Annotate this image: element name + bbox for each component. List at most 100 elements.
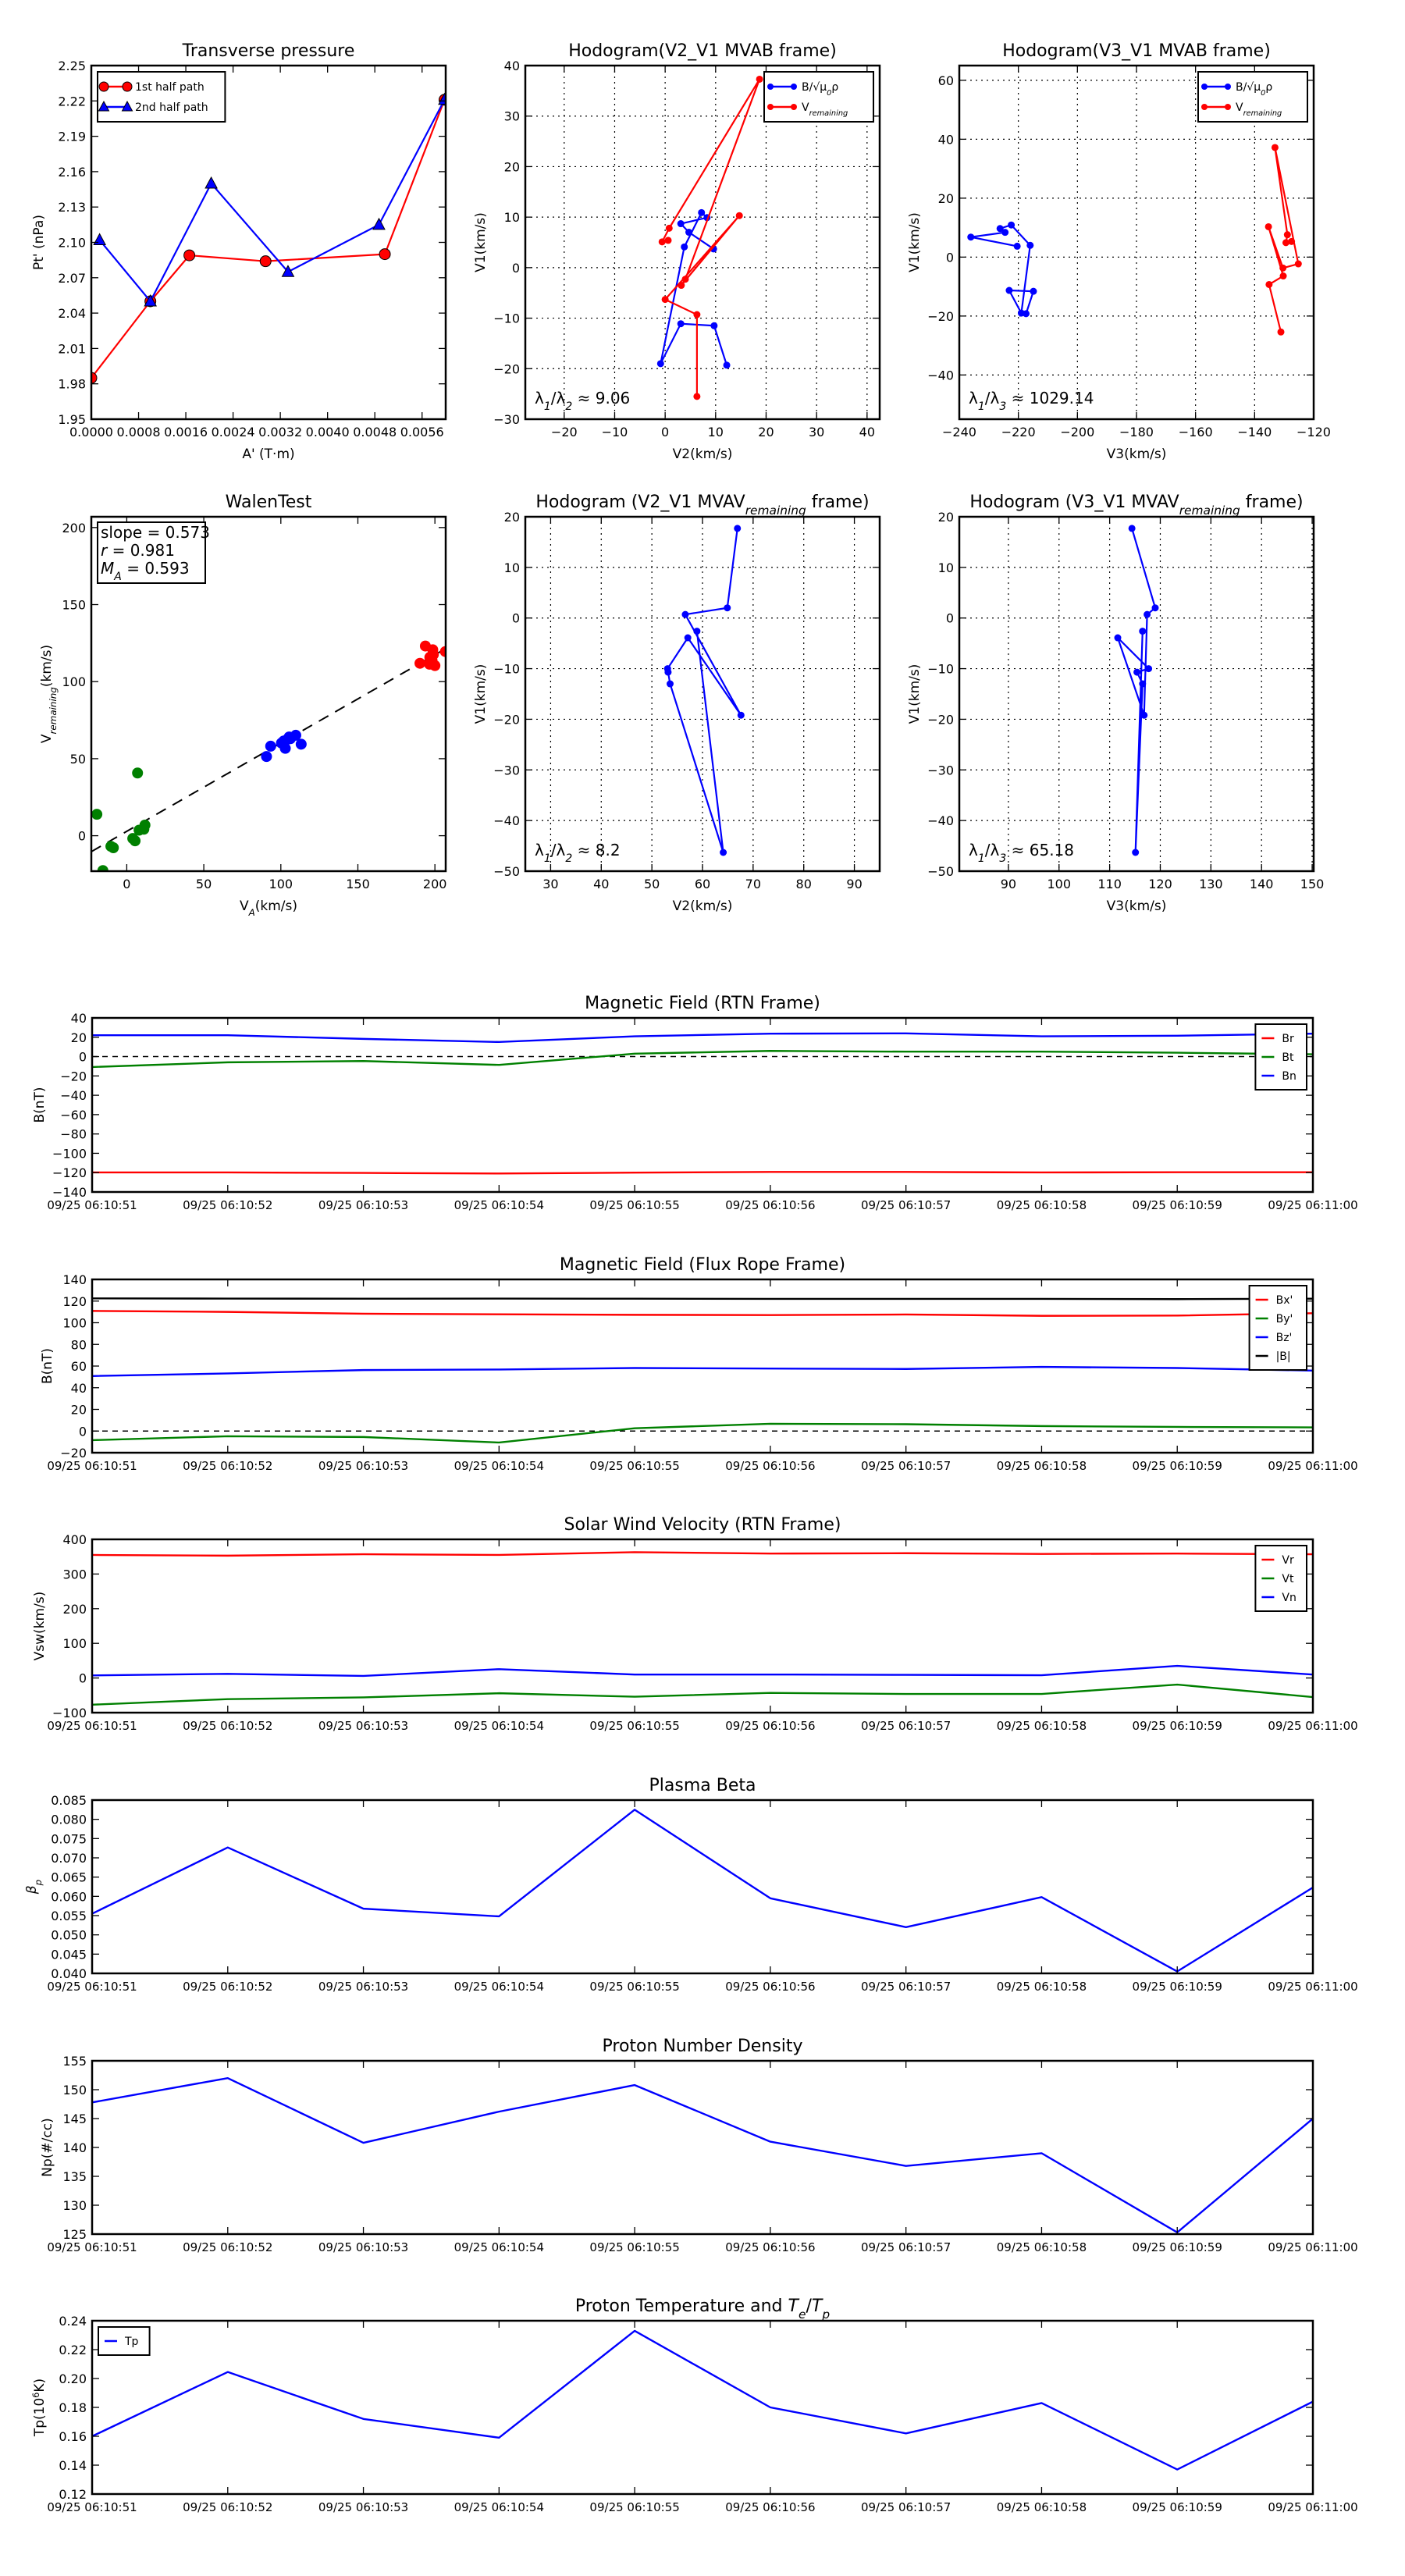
legend-marker <box>1225 104 1231 110</box>
legend-item: |B| <box>1255 1350 1291 1363</box>
y-tick-label: 0.24 <box>59 2314 87 2329</box>
ticks: 30 40 50 60 70 80 90 −50 −40 −30 −20 −10 0 10 20 <box>493 510 880 891</box>
text-part: T <box>812 2297 823 2316</box>
text-part: V1(km/s) <box>907 664 923 724</box>
text-part: ρ <box>1265 81 1272 94</box>
data-point <box>439 646 446 657</box>
legend-label: 1st half path <box>135 81 205 94</box>
data-point <box>379 248 391 261</box>
x-tick-label: 09/25 06:10:57 <box>861 1459 951 1473</box>
x-tick-label: 09/25 06:10:59 <box>1133 1459 1222 1473</box>
text-part: 1 <box>544 852 551 865</box>
text-part: 0 <box>827 89 831 98</box>
text-part: remaining <box>809 109 848 118</box>
x-tick-label: −140 <box>1237 425 1272 439</box>
ticks: 09/25 06:10:51 09/25 06:10:52 09/25 06:10:… <box>47 1011 1357 1212</box>
y-tick-label: 2.07 <box>58 271 86 286</box>
data-point <box>295 738 307 750</box>
x-axis-label: V3(km/s) <box>1107 898 1167 914</box>
text-part: V1(km/s) <box>473 212 489 272</box>
data-point <box>1139 628 1147 635</box>
y-tick-label: −100 <box>52 1146 87 1161</box>
y-tick-label: 0.12 <box>59 2487 87 2502</box>
data-point <box>144 294 158 307</box>
x-tick-label: 90 <box>1001 877 1016 891</box>
x-tick-label: 09/25 06:10:55 <box>589 1459 679 1473</box>
legend-item: Bt <box>1261 1051 1294 1064</box>
x-tick-label: 09/25 06:10:52 <box>183 1198 272 1212</box>
data-point <box>281 265 295 277</box>
data-point <box>677 320 685 328</box>
series-line <box>98 99 446 303</box>
y-tick-label: −50 <box>927 864 954 879</box>
text-part: B(nT) <box>32 1087 48 1123</box>
text-part: 3 <box>999 852 1006 865</box>
legend-label: Bz' <box>1276 1332 1293 1344</box>
data-point <box>97 865 108 871</box>
text-part: Vr <box>1282 1554 1294 1567</box>
axes-frame <box>91 1016 1314 1194</box>
axes-frame <box>958 515 1315 873</box>
legend-label: Vremaining <box>1236 101 1282 118</box>
ticks: 09/25 06:10:51 09/25 06:10:52 09/25 06:10:… <box>47 1272 1357 1473</box>
data-point <box>1023 310 1030 318</box>
x-tick-label: 09/25 06:10:59 <box>1133 2500 1222 2514</box>
x-tick-label: 110 <box>1097 877 1122 891</box>
data-point <box>91 372 98 384</box>
y-tick-label: 40 <box>71 1381 87 1396</box>
series-line <box>92 1365 1313 1377</box>
x-tick-label: 09/25 06:11:00 <box>1268 2500 1357 2514</box>
text-part: 1st half path <box>135 81 205 94</box>
legend-item: B/√μ0ρ <box>1201 81 1272 98</box>
text-part: 2 <box>565 400 572 413</box>
text-part: (km/s) <box>255 898 297 914</box>
y-axis-label: V1(km/s) <box>473 664 489 724</box>
y-tick-label: −40 <box>493 813 520 828</box>
text-part: Vt <box>1282 1573 1294 1585</box>
text-part: 2 <box>565 852 572 865</box>
x-tick-label: 0.0032 <box>258 425 302 439</box>
y-tick-label: 2.19 <box>58 130 86 144</box>
y-tick-label: −30 <box>927 763 954 777</box>
x-tick-label: 09/25 06:10:53 <box>318 2240 408 2254</box>
legend: Br Bt Bn <box>1254 1023 1308 1091</box>
x-tick-label: 10 <box>708 425 724 439</box>
y-tick-label: 0 <box>512 611 520 626</box>
x-tick-label: −180 <box>1119 425 1154 439</box>
y-tick-label: 300 <box>62 1567 87 1582</box>
y-axis-label: βp <box>24 1880 44 1895</box>
text-part: V3(km/s) <box>1107 447 1167 462</box>
text-part: remaining <box>745 503 806 518</box>
series-1st-half-path <box>91 94 446 384</box>
y-tick-label: 0.070 <box>51 1851 87 1866</box>
text-part: V <box>39 734 55 743</box>
legend-box <box>763 71 874 123</box>
legend-label: B/√μ0ρ <box>1236 81 1272 98</box>
y-tick-label: 0.20 <box>59 2371 87 2386</box>
data-point <box>693 628 701 635</box>
data-point <box>665 224 673 232</box>
text-part: Proton Temperature and <box>575 2297 788 2316</box>
chart-plasma-beta: 09/25 06:10:51 09/25 06:10:52 09/25 06:10:… <box>24 1776 1358 1994</box>
x-tick-label: 09/25 06:10:58 <box>997 1198 1087 1212</box>
series-series-0 <box>663 525 745 856</box>
text-part: M <box>101 559 114 578</box>
x-tick-label: 09/25 06:10:52 <box>183 2240 272 2254</box>
data-point <box>132 767 144 779</box>
chart-hodogram-v3-v1-mvav: 90 100 110 120 130 140 150 −50 −40 −30 −20 −10 0 10 20… <box>907 493 1324 914</box>
legend-label: Vn <box>1282 1592 1296 1604</box>
text-part: = 0.981 <box>107 541 175 560</box>
text-part: 1 <box>978 852 985 865</box>
y-tick-label: 2.13 <box>58 200 86 215</box>
legend-marker <box>122 81 133 92</box>
text-part: Magnetic Field (Flux Rope Frame) <box>560 1255 845 1275</box>
y-tick-label: 2.04 <box>58 306 86 321</box>
axes-frame <box>91 1538 1314 1714</box>
text-part: 2nd half path <box>135 101 208 114</box>
eigenvalue-ratio-annotation: λ1/λ2 ≈ 9.06 <box>535 389 630 413</box>
text-part: Bx' <box>1276 1294 1293 1307</box>
x-tick-label: 30 <box>542 877 558 891</box>
legend-label: Tp <box>124 2336 139 2348</box>
